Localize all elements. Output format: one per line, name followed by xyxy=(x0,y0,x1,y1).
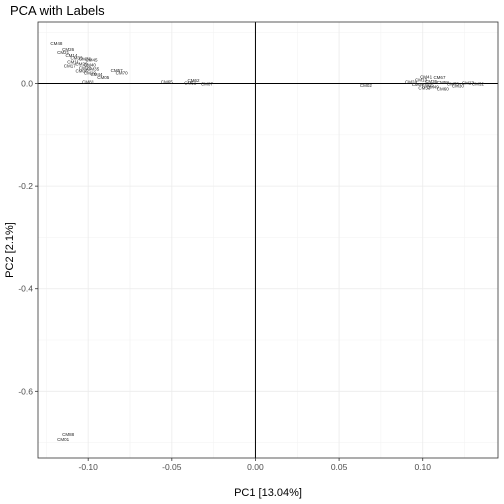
point-label: CM35 xyxy=(87,67,100,72)
x-tick-label: -0.05 xyxy=(162,462,182,472)
point-label: CM30 xyxy=(452,84,465,89)
axis-ticks: -0.10 -0.05 0.00 0.05 0.10 0.0 -0.2 -0.4 -0.6 xyxy=(18,79,431,472)
point-label: CM53 xyxy=(418,86,431,91)
point-label: CM02 xyxy=(360,83,373,88)
point-label: CM17 xyxy=(64,64,77,69)
point-label: CM29 xyxy=(75,62,88,67)
point-label: CM32 xyxy=(472,82,485,87)
point-label: CM27 xyxy=(462,81,475,86)
point-label: CM48 xyxy=(50,41,63,46)
point-label: CM73 xyxy=(447,82,460,87)
point-label: CM67 xyxy=(433,75,446,80)
point-label: CM05 xyxy=(97,75,110,80)
x-tick-label: -0.10 xyxy=(78,462,98,472)
point-label: CM13 xyxy=(415,77,428,82)
point-label: CM45 xyxy=(86,57,99,62)
point-label: CM19 xyxy=(84,70,97,75)
x-axis-title: PC1 [13.04%] xyxy=(234,487,302,499)
point-label: CM41 xyxy=(420,74,433,79)
point-label: CM24 xyxy=(405,80,418,85)
y-tick-label: -0.2 xyxy=(18,181,33,191)
point-label: CM57 xyxy=(111,68,124,73)
point-label: CM21 xyxy=(57,50,70,55)
point-label: CM01 xyxy=(57,437,70,442)
point-label: CM51 xyxy=(184,81,197,86)
point-label: CM09 xyxy=(412,82,425,87)
point-label: CM65 xyxy=(161,80,174,85)
point-label: CM08 xyxy=(75,69,88,74)
point-label: CM36 xyxy=(425,79,438,84)
point-label: CM62 xyxy=(188,78,201,83)
chart-title: PCA with Labels xyxy=(10,3,105,18)
point-label: CM22 xyxy=(79,66,92,71)
reference-lines xyxy=(38,22,498,458)
x-tick-label: 0.00 xyxy=(247,462,264,472)
point-label: CM38 xyxy=(79,56,92,61)
y-tick-label: -0.6 xyxy=(18,386,33,396)
panel-border xyxy=(37,21,499,459)
point-label: CM81 xyxy=(82,80,95,85)
point-label: CM07 xyxy=(201,82,214,87)
point-label: CM58 xyxy=(437,80,450,85)
point-label: CM60 xyxy=(437,87,450,92)
point-label: CM11 xyxy=(67,60,79,65)
point-label: CM88 xyxy=(62,432,75,437)
point-label: CM70 xyxy=(116,70,129,75)
y-axis-title: PC2 [2.1%] xyxy=(4,222,16,278)
point-label: CM44 xyxy=(91,72,104,77)
point-label: CM26 xyxy=(62,47,75,52)
point-label: CM40 xyxy=(84,63,97,68)
point-label: CM33 xyxy=(70,55,83,60)
x-tick-label: 0.10 xyxy=(414,462,431,472)
y-tick-label: 0.0 xyxy=(21,79,33,89)
y-tick-label: -0.4 xyxy=(18,284,33,294)
point-label: CM49 xyxy=(427,85,440,90)
x-tick-label: 0.05 xyxy=(331,462,348,472)
point-label: CM14 xyxy=(65,53,78,58)
point-label: CM15 xyxy=(422,83,435,88)
